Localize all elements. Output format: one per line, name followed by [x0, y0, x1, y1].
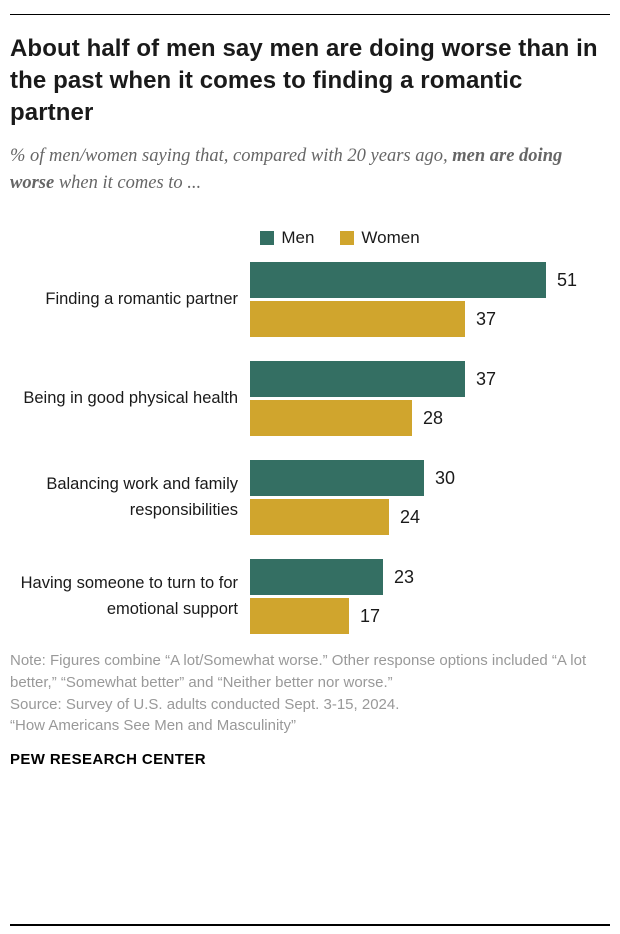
bar-row-women: 17: [250, 598, 610, 635]
chart-source: Source: Survey of U.S. adults conducted …: [10, 694, 610, 738]
subtitle-bold: men are doing worse: [10, 145, 563, 194]
legend-label: Women: [361, 228, 420, 248]
bar-value-label: 24: [400, 506, 421, 527]
source-line-1: Source: Survey of U.S. adults conducted …: [10, 695, 400, 713]
bar-value-label: 23: [394, 566, 415, 587]
women-bar: [250, 400, 412, 437]
category-label: Balancing work and family responsibiliti…: [46, 475, 238, 519]
source-line-2: “How Americans See Men and Masculinity”: [10, 717, 296, 735]
women-bar: [250, 598, 349, 635]
category-label: Having someone to turn to for emotional …: [20, 574, 238, 618]
men-bar: [250, 559, 383, 596]
chart-note: Note: Figures combine “A lot/Somewhat wo…: [10, 652, 587, 691]
legend-swatch-icon: [340, 231, 355, 246]
bar-value-label: 37: [476, 368, 497, 389]
bar-pair: 51 37: [250, 262, 610, 338]
chart-subtitle: % of men/women saying that, compared wit…: [10, 143, 610, 199]
category-label: Being in good physical health: [23, 388, 238, 407]
bar-pair: 23 17: [250, 559, 610, 635]
chart-legend: Men Women: [70, 228, 610, 248]
bar-pair: 37 28: [250, 361, 610, 437]
bar-row-men: 37: [250, 361, 610, 398]
women-bar: [250, 499, 389, 536]
bar-row-men: 51: [250, 262, 610, 299]
legend-label: Men: [281, 228, 315, 248]
bar-value-label: 17: [360, 605, 381, 626]
legend-item-men: Men: [260, 228, 314, 248]
bar-row-men: 30: [250, 460, 610, 497]
legend-swatch-icon: [260, 231, 275, 246]
subtitle-suffix: when it comes to ...: [54, 173, 202, 194]
subtitle-prefix: % of men/women saying that, compared wit…: [10, 145, 453, 166]
bar-value-label: 51: [557, 269, 578, 290]
bar-value-label: 30: [435, 467, 456, 488]
bottom-divider: [10, 924, 610, 926]
men-bar: [250, 262, 546, 299]
bar-pair: 30 24: [250, 460, 610, 536]
men-bar: [250, 460, 424, 497]
bar-group: Having someone to turn to for emotional …: [10, 559, 610, 635]
page-title: About half of men say men are doing wors…: [10, 35, 598, 126]
men-bar: [250, 361, 465, 398]
bar-group: Finding a romantic partner 51 37: [10, 262, 610, 338]
women-bar: [250, 301, 465, 338]
category-label: Finding a romantic partner: [45, 289, 238, 308]
legend-item-women: Women: [340, 228, 420, 248]
top-divider: [10, 14, 610, 15]
bar-chart: Finding a romantic partner 51 37 Being in g…: [10, 262, 610, 635]
bar-group: Balancing work and family responsibiliti…: [10, 460, 610, 536]
bar-value-label: 37: [476, 308, 497, 329]
bar-row-men: 23: [250, 559, 610, 596]
bar-value-label: 28: [423, 407, 444, 428]
bar-row-women: 28: [250, 400, 610, 437]
bar-row-women: 37: [250, 301, 610, 338]
bar-group: Being in good physical health 37 28: [10, 361, 610, 437]
bar-row-women: 24: [250, 499, 610, 536]
footer-brand: PEW RESEARCH CENTER: [10, 751, 206, 769]
